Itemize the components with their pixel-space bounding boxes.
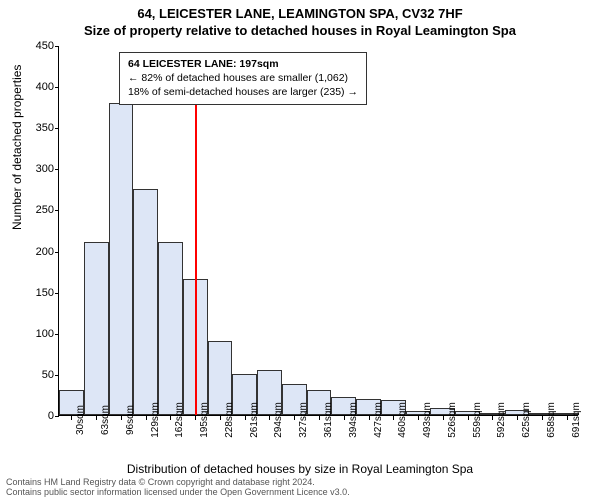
info-box-line: 18% of semi-detached houses are larger (… <box>128 85 358 99</box>
x-tick-label: 658sqm <box>546 402 557 438</box>
x-tick-mark <box>517 416 518 420</box>
y-tick-mark <box>55 375 59 376</box>
y-tick-mark <box>55 334 59 335</box>
property-marker-line <box>195 67 197 415</box>
y-tick-mark <box>55 252 59 253</box>
y-tick-mark <box>55 169 59 170</box>
y-tick-label: 250 <box>24 204 54 216</box>
y-tick-label: 450 <box>24 40 54 52</box>
chart-title-description: Size of property relative to detached ho… <box>0 21 600 38</box>
x-tick-mark <box>542 416 543 420</box>
plot-area-wrap: 05010015020025030035040045030sqm63sqm96s… <box>58 46 578 416</box>
footer-line-2: Contains public sector information licen… <box>6 488 350 498</box>
y-tick-label: 350 <box>24 122 54 134</box>
x-tick-mark <box>418 416 419 420</box>
y-tick-mark <box>55 293 59 294</box>
info-box-line: ← 82% of detached houses are smaller (1,… <box>128 71 358 85</box>
x-tick-mark <box>170 416 171 420</box>
info-box-line: 64 LEICESTER LANE: 197sqm <box>128 57 358 71</box>
y-tick-label: 0 <box>24 410 54 422</box>
y-tick-label: 300 <box>24 163 54 175</box>
x-tick-mark <box>269 416 270 420</box>
histogram-bar <box>158 242 183 415</box>
x-tick-mark <box>71 416 72 420</box>
x-tick-label: 625sqm <box>521 402 532 438</box>
x-tick-mark <box>195 416 196 420</box>
y-tick-label: 150 <box>24 287 54 299</box>
x-tick-mark <box>220 416 221 420</box>
property-info-box: 64 LEICESTER LANE: 197sqm← 82% of detach… <box>119 52 367 105</box>
y-axis-label: Number of detached properties <box>10 65 24 230</box>
y-tick-mark <box>55 416 59 417</box>
chart-title-address: 64, LEICESTER LANE, LEAMINGTON SPA, CV32… <box>0 0 600 21</box>
histogram-bar <box>84 242 109 415</box>
y-tick-label: 400 <box>24 81 54 93</box>
histogram-bar <box>109 103 134 415</box>
x-axis-label: Distribution of detached houses by size … <box>0 462 600 476</box>
x-tick-mark <box>245 416 246 420</box>
y-tick-mark <box>55 87 59 88</box>
y-tick-label: 100 <box>24 328 54 340</box>
y-tick-label: 200 <box>24 246 54 258</box>
x-tick-mark <box>492 416 493 420</box>
y-tick-mark <box>55 210 59 211</box>
x-tick-mark <box>344 416 345 420</box>
y-tick-mark <box>55 46 59 47</box>
x-tick-mark <box>319 416 320 420</box>
x-tick-label: 559sqm <box>472 402 483 438</box>
chart-container: 64, LEICESTER LANE, LEAMINGTON SPA, CV32… <box>0 0 600 500</box>
plot-area: 05010015020025030035040045030sqm63sqm96s… <box>58 46 578 416</box>
x-tick-mark <box>96 416 97 420</box>
x-tick-mark <box>294 416 295 420</box>
x-tick-mark <box>393 416 394 420</box>
x-tick-label: 691sqm <box>571 402 582 438</box>
x-tick-mark <box>567 416 568 420</box>
y-tick-mark <box>55 128 59 129</box>
x-tick-mark <box>468 416 469 420</box>
x-tick-mark <box>369 416 370 420</box>
x-tick-label: 592sqm <box>496 402 507 438</box>
x-tick-mark <box>146 416 147 420</box>
x-tick-mark <box>443 416 444 420</box>
x-tick-mark <box>121 416 122 420</box>
y-tick-label: 50 <box>24 369 54 381</box>
attribution-footer: Contains HM Land Registry data © Crown c… <box>6 478 350 498</box>
x-tick-label: 460sqm <box>397 402 408 438</box>
histogram-bar <box>133 189 158 415</box>
x-tick-label: 526sqm <box>447 402 458 438</box>
